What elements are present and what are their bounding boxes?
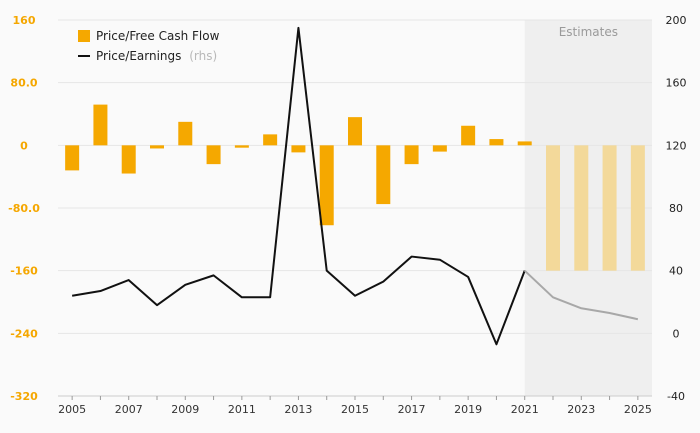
bar <box>404 145 419 165</box>
right-tick-label: 40 <box>669 265 683 278</box>
right-tick-label: 80 <box>669 202 683 215</box>
bar <box>65 145 80 171</box>
left-tick-label: -80.0 <box>8 202 40 215</box>
right-tick-label: 120 <box>666 139 687 152</box>
x-tick-label: 2011 <box>228 403 256 416</box>
left-tick-label: -160 <box>10 265 38 278</box>
legend: Price/Free Cash Flow Price/Earnings (rhs… <box>78 29 220 63</box>
bar <box>93 104 108 146</box>
lines <box>71 26 639 346</box>
bar <box>319 145 334 226</box>
left-tick-label: -320 <box>10 390 38 403</box>
pe-line-estimate <box>524 269 639 321</box>
left-tick-label: 160 <box>13 14 36 27</box>
ticks: 160 200 80.0 160 0 120 -80.0 80 -160 40 -240 0 -320 -… <box>8 14 686 416</box>
left-tick-label: 80.0 <box>10 77 37 90</box>
right-tick-label: -40 <box>667 390 685 403</box>
left-tick-label: 0 <box>20 139 28 152</box>
x-tick-label: 2021 <box>511 403 539 416</box>
x-tick-label: 2009 <box>171 403 199 416</box>
bar <box>432 145 447 152</box>
x-tick-label: 2007 <box>115 403 143 416</box>
bar <box>348 117 362 146</box>
bar <box>291 145 306 153</box>
pe-line <box>71 26 526 346</box>
bar <box>376 145 391 205</box>
x-tick-label: 2005 <box>58 403 86 416</box>
bar <box>517 141 532 146</box>
estimates-label: Estimates <box>559 25 618 39</box>
bar <box>206 145 221 165</box>
x-tick-label: 2015 <box>341 403 369 416</box>
bar-estimate <box>602 145 617 271</box>
bar <box>178 121 193 146</box>
bar <box>121 145 136 174</box>
left-tick-label: -240 <box>10 327 38 340</box>
right-tick-label: 160 <box>666 77 687 90</box>
right-tick-label: 200 <box>666 14 687 27</box>
bar <box>263 134 278 146</box>
x-tick-label: 2017 <box>398 403 426 416</box>
right-tick-label: 0 <box>673 327 680 340</box>
x-tick-label: 2013 <box>284 403 312 416</box>
bar <box>461 125 476 146</box>
bars <box>65 104 645 271</box>
legend-label-pe-sub: (rhs) <box>189 49 217 63</box>
bar-estimate <box>574 145 589 271</box>
bar-estimate <box>546 145 560 271</box>
legend-label-fcf: Price/Free Cash Flow <box>96 29 220 43</box>
x-tick-label: 2025 <box>624 403 652 416</box>
legend-swatch-fcf <box>78 30 90 42</box>
bar-estimate <box>630 145 645 271</box>
x-tick-label: 2023 <box>567 403 595 416</box>
legend-label-pe-name: Price/Earnings <box>96 49 181 63</box>
bar <box>489 139 504 146</box>
legend-label-pe: Price/Earnings (rhs) <box>96 49 217 63</box>
bar <box>234 145 249 148</box>
bar <box>150 145 164 149</box>
x-tick-label: 2019 <box>454 403 482 416</box>
